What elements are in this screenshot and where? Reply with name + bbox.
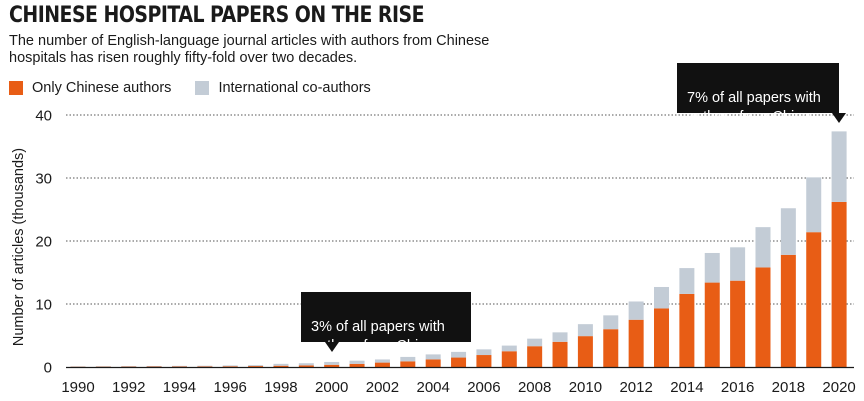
bar-international-2007 [501, 345, 517, 352]
bar-international-2009 [552, 332, 568, 342]
bar-international-2014 [679, 268, 695, 294]
bar-international-1996 [222, 365, 238, 367]
bar-international-2003 [400, 356, 416, 362]
legend-swatch-international [195, 81, 210, 95]
bar-international-2011 [603, 315, 619, 330]
bar-chinese-2008 [527, 346, 543, 367]
bar-international-2012 [628, 301, 644, 320]
bar-international-2004 [425, 354, 441, 360]
bar-international-2019 [806, 177, 822, 233]
bar-chinese-1995 [197, 366, 213, 367]
bar-international-2020 [831, 131, 847, 202]
bar-chinese-1994 [171, 366, 187, 367]
bar-chinese-2020 [831, 201, 847, 367]
x-tick-label-1994: 1994 [163, 379, 196, 396]
bar-international-1998 [273, 363, 289, 366]
bar-international-2010 [577, 324, 593, 337]
y-tick-label-40: 40 [35, 108, 52, 125]
bar-chinese-2004 [425, 359, 441, 367]
bar-chinese-2001 [349, 363, 365, 367]
x-tick-label-2006: 2006 [467, 379, 500, 396]
x-tick-label-2004: 2004 [416, 379, 449, 396]
x-tick-label-1998: 1998 [264, 379, 297, 396]
callout-2020-text: 7% of all papers with authors from China [687, 90, 821, 125]
x-tick-label-2002: 2002 [366, 379, 399, 396]
bar-chinese-2002 [374, 362, 390, 367]
callout-2000-text: 3% of all papers with authors from China [311, 319, 445, 354]
bar-international-2018 [780, 208, 796, 255]
bar-international-2016 [730, 247, 746, 281]
x-tick-label-1990: 1990 [61, 379, 94, 396]
x-tick-label-2008: 2008 [518, 379, 551, 396]
bar-international-1993 [146, 365, 162, 367]
chart-subtitle: The number of English-language journal a… [9, 33, 490, 66]
chart-title: CHINESE HOSPITAL PAPERS ON THE RISE [9, 3, 425, 28]
bar-chinese-2015 [704, 282, 720, 367]
bar-chinese-2019 [806, 232, 822, 367]
callout-2020-pointer [832, 113, 847, 123]
bar-chinese-2011 [603, 329, 619, 367]
y-axis-label: Number of articles (thousands) [11, 148, 27, 346]
bar-international-2002 [374, 359, 390, 363]
y-tick-label-0: 0 [44, 360, 52, 377]
bar-international-2006 [476, 349, 492, 356]
bar-international-2008 [527, 338, 543, 347]
callout-2020: 7% of all papers with authors from China [677, 63, 847, 125]
bar-chinese-2005 [451, 357, 467, 367]
bar-international-1994 [171, 365, 187, 367]
bar-international-2017 [755, 227, 771, 268]
y-tick-label-30: 30 [35, 171, 52, 188]
bar-chinese-2016 [730, 280, 746, 367]
bar-chinese-2009 [552, 341, 568, 367]
bar-chinese-2018 [780, 254, 796, 367]
legend: Only Chinese authors International co-au… [9, 80, 395, 96]
bar-international-2005 [451, 351, 467, 358]
bar-chinese-1998 [273, 365, 289, 367]
callout-2000-pointer [324, 342, 339, 352]
bar-chinese-1997 [248, 366, 264, 367]
bar-chinese-1999 [298, 365, 314, 367]
callout-2000: 3% of all papers with authors from China [301, 292, 471, 354]
bar-chinese-2012 [628, 319, 644, 367]
bar-international-1999 [298, 363, 314, 366]
bar-chinese-2017 [755, 267, 771, 367]
bar-chinese-2006 [476, 355, 492, 367]
x-tick-label-2014: 2014 [670, 379, 703, 396]
bar-international-2013 [654, 286, 670, 309]
bar-international-1995 [197, 365, 213, 367]
bar-chinese-2013 [654, 308, 670, 367]
x-tick-label-2018: 2018 [772, 379, 805, 396]
legend-item-international: International co-authors [195, 80, 371, 96]
x-tick-label-2020: 2020 [822, 379, 855, 396]
x-tick-label-1992: 1992 [112, 379, 145, 396]
bar-international-1997 [248, 365, 264, 367]
bar-chinese-2010 [577, 336, 593, 367]
x-tick-label-2012: 2012 [619, 379, 652, 396]
x-tick-label-2010: 2010 [569, 379, 602, 396]
legend-swatch-chinese [9, 81, 23, 95]
legend-item-chinese: Only Chinese authors [9, 80, 171, 96]
x-tick-label-2000: 2000 [315, 379, 348, 396]
x-tick-label-1996: 1996 [214, 379, 247, 396]
bar-chinese-2000 [324, 364, 340, 367]
bar-chinese-1993 [146, 366, 162, 367]
bar-chinese-2003 [400, 361, 416, 367]
bar-international-2015 [704, 252, 720, 283]
x-tick-label-2016: 2016 [721, 379, 754, 396]
y-tick-label-20: 20 [35, 234, 52, 251]
legend-label-international: International co-authors [218, 80, 371, 96]
bar-chinese-1996 [222, 366, 238, 367]
bar-chinese-2014 [679, 293, 695, 367]
bar-international-2001 [349, 360, 365, 364]
bar-chinese-2007 [501, 351, 517, 367]
y-tick-label-10: 10 [35, 297, 52, 314]
legend-label-chinese: Only Chinese authors [32, 80, 172, 96]
bar-international-2000 [324, 361, 340, 365]
